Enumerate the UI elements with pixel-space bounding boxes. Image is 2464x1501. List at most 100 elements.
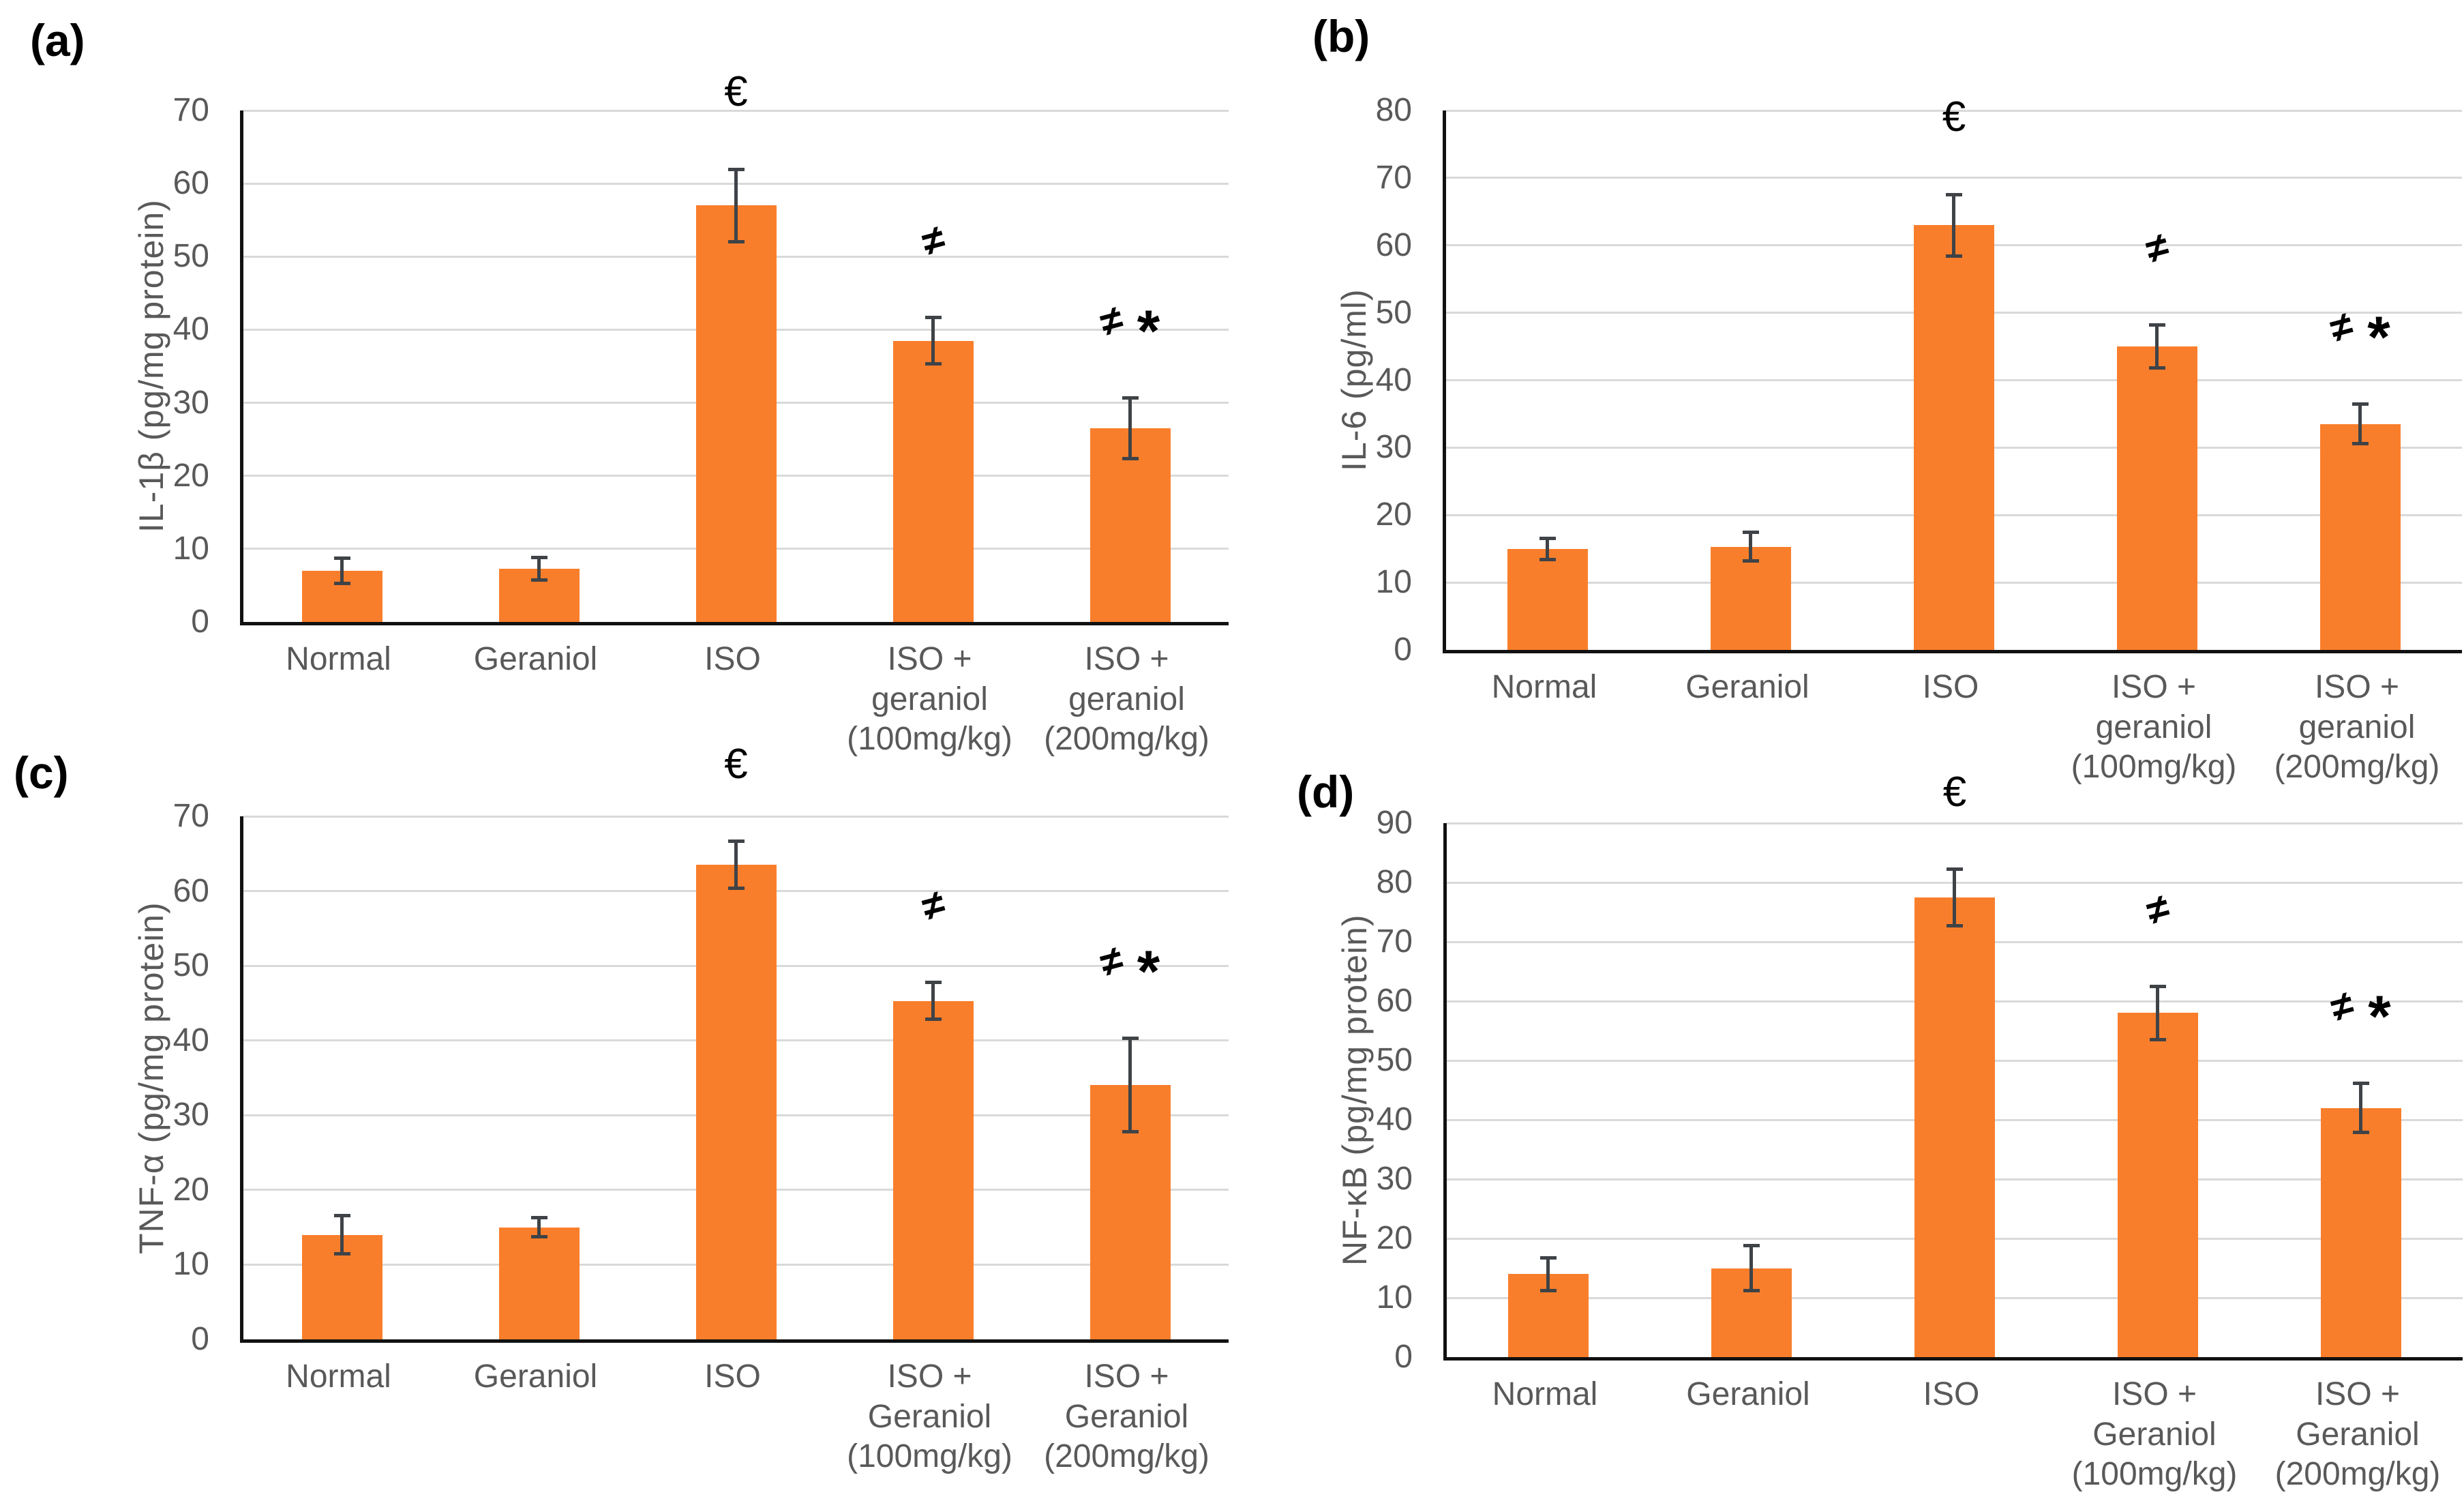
error-bar-cap-bottom xyxy=(530,578,547,582)
significance-annotation: ≠ * xyxy=(1095,936,1160,1002)
x-category-label: Normal xyxy=(1491,669,1597,705)
error-bar xyxy=(1546,1257,1550,1291)
error-bar-cap-bottom xyxy=(1743,559,1759,563)
error-bar xyxy=(2156,986,2159,1040)
error-bar-cap-bottom xyxy=(333,1252,350,1256)
y-tick-label: 70 xyxy=(1376,923,1413,960)
y-tick-label: 80 xyxy=(1376,864,1413,900)
euro-symbol: € xyxy=(724,740,748,788)
error-bar-cap-top xyxy=(1540,1255,1557,1260)
error-bar-cap-bottom xyxy=(1947,923,1963,927)
y-tick-label: 40 xyxy=(172,1022,209,1058)
neq-symbol: ≠ xyxy=(2326,981,2359,1030)
y-tick-label: 0 xyxy=(1394,1339,1413,1375)
y-tick-label: 50 xyxy=(172,238,209,275)
error-bar xyxy=(1952,194,1955,256)
significance-annotation: € xyxy=(1943,767,1966,817)
error-bar-cap-top xyxy=(925,316,942,320)
x-category-label: ISO + geraniol (100mg/kg) xyxy=(847,641,1012,758)
y-tick-label: 40 xyxy=(1375,361,1412,398)
y-tick-label: 40 xyxy=(1376,1101,1413,1138)
y-tick-label: 10 xyxy=(1376,1279,1413,1316)
error-bar-cap-bottom xyxy=(1122,457,1139,461)
error-bar-cap-bottom xyxy=(333,582,350,586)
significance-annotation: ≠ * xyxy=(2326,981,2390,1047)
neq-symbol: ≠ xyxy=(916,880,950,930)
y-tick-label: 20 xyxy=(172,1171,209,1208)
neq-symbol: ≠ xyxy=(2325,302,2358,351)
error-bar-cap-top xyxy=(1743,530,1759,534)
euro-symbol: € xyxy=(1942,768,1967,816)
neq-symbol: ≠ xyxy=(1094,936,1128,985)
error-bar-cap-top xyxy=(1946,192,1962,196)
y-tick-label: 40 xyxy=(172,311,209,348)
error-bar xyxy=(734,841,738,889)
x-category-label: ISO + geraniol (200mg/kg) xyxy=(1044,641,1210,758)
error-bar xyxy=(931,317,935,364)
x-category-label: ISO xyxy=(704,641,761,677)
bar xyxy=(1914,897,1995,1357)
error-bar-cap-bottom xyxy=(925,361,942,366)
error-bar-cap-top xyxy=(1743,1243,1760,1247)
bar xyxy=(2117,346,2197,650)
significance-annotation: € xyxy=(724,739,747,789)
error-bar xyxy=(1749,531,1752,562)
x-category-label: Geraniol xyxy=(1685,669,1809,705)
error-bar-cap-top xyxy=(727,839,745,844)
bar xyxy=(498,1227,580,1339)
error-bar-cap-top xyxy=(333,556,350,560)
error-bar xyxy=(537,556,541,580)
y-tick-label: 60 xyxy=(172,872,209,909)
error-bar-cap-bottom xyxy=(1122,1130,1139,1134)
x-category-label: ISO + geraniol (200mg/kg) xyxy=(2274,669,2440,786)
y-tick-label: 0 xyxy=(1394,631,1412,668)
y-tick-label: 20 xyxy=(1375,496,1412,533)
x-category-label: Geraniol xyxy=(473,641,598,677)
error-bar xyxy=(931,982,935,1020)
bar xyxy=(892,340,974,622)
neq-symbol: ≠ xyxy=(2141,223,2174,272)
error-bar-cap-bottom xyxy=(1540,1288,1557,1292)
gridline xyxy=(243,109,1229,112)
bar xyxy=(2118,1013,2198,1357)
y-tick-label: 30 xyxy=(1375,429,1412,466)
x-category-label: ISO + geraniol (100mg/kg) xyxy=(2071,669,2237,786)
significance-annotation: ≠ xyxy=(917,880,950,930)
panel-letter: (a) xyxy=(30,15,85,65)
panel-c: (c) TNF-α (pg/mg protein) 0 10 20 30 40 50 60 70 €… xyxy=(0,741,1232,1501)
error-bar-cap-top xyxy=(925,981,942,985)
x-axis-labels: Normal Geraniol ISO ISO + Geraniol (100mg/k… xyxy=(1443,1375,2459,1495)
significance-annotation: ≠ * xyxy=(2325,301,2390,371)
y-tick-label: 20 xyxy=(1376,1220,1413,1256)
panel-letter: (b) xyxy=(1312,11,1370,61)
significance-annotation: ≠ * xyxy=(1095,295,1160,365)
x-axis-labels: Normal Geraniol ISO ISO + geraniol (100mg/k… xyxy=(1443,668,2459,788)
panel-a: (a) IL-1β (pg/mg protein) 0 10 20 30 40 50 60 70 €… xyxy=(0,0,1232,757)
y-tick-label: 20 xyxy=(172,457,209,494)
neq-symbol: ≠ xyxy=(1094,296,1128,345)
panel-letter: (c) xyxy=(14,747,69,798)
error-bar-cap-top xyxy=(530,555,547,559)
error-bar xyxy=(340,1215,344,1255)
y-tick-label: 70 xyxy=(172,92,209,128)
gridline xyxy=(1446,177,2462,179)
y-tick-label: 60 xyxy=(172,165,209,202)
x-category-label: ISO xyxy=(1922,669,1979,705)
significance-annotation: ≠ xyxy=(917,215,950,265)
error-bar-cap-bottom xyxy=(2353,1131,2369,1135)
panel-letter: (d) xyxy=(1297,767,1355,817)
error-bar-cap-bottom xyxy=(1946,254,1962,258)
x-category-label: ISO + Geraniol (100mg/kg) xyxy=(2071,1376,2238,1493)
x-category-label: Geraniol xyxy=(1686,1376,1810,1412)
x-category-label: ISO + Geraniol (100mg/kg) xyxy=(847,1358,1012,1475)
panel-d: (d) NF-κB (pg/mg protein) 0 10 20 30 40 50 60 70 8… xyxy=(1232,750,2464,1501)
y-tick-label: 50 xyxy=(1376,1042,1413,1078)
ast-symbol: * xyxy=(2367,305,2390,371)
ast-symbol: * xyxy=(1137,299,1160,365)
euro-symbol: € xyxy=(1942,93,1966,141)
error-bar xyxy=(1953,868,1956,926)
bar xyxy=(695,205,777,622)
plot-area: € ≠ ≠ * xyxy=(240,741,1229,1343)
error-bar xyxy=(2155,325,2159,368)
